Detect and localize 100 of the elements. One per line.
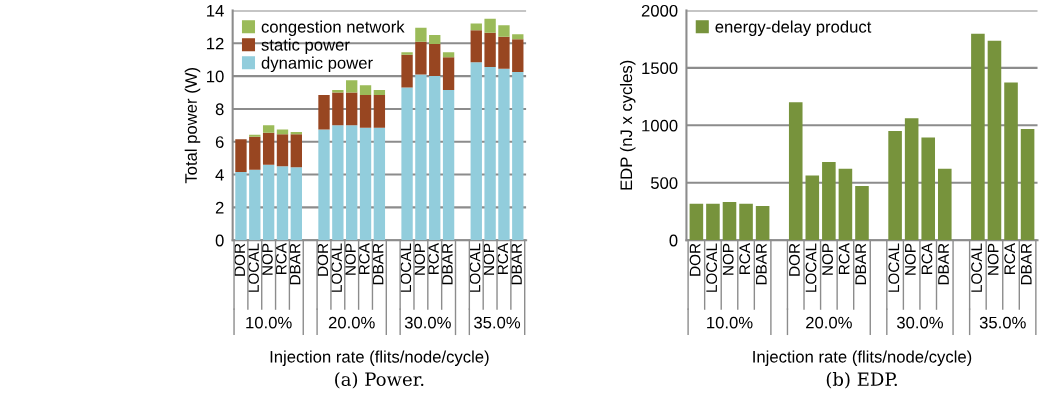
x-tick-label: DOR <box>317 243 329 276</box>
bar <box>484 67 496 241</box>
text: 10.0% <box>246 316 292 329</box>
bar <box>249 136 261 170</box>
x-tick-label: RCA <box>1004 243 1016 274</box>
y-tick-label: 10 <box>207 70 224 83</box>
x-tick-label: RCA <box>428 243 439 274</box>
bar <box>415 27 427 42</box>
x-tick-label: NOP <box>261 243 273 275</box>
bar <box>429 35 441 45</box>
bar <box>512 72 524 241</box>
bar <box>498 36 510 69</box>
bar <box>415 74 427 241</box>
x-tick-label: LOCAL <box>971 243 982 292</box>
bar <box>235 172 247 241</box>
bar <box>805 175 820 241</box>
x-tick-label: RCA <box>358 243 370 274</box>
x-tick-label: NOP <box>904 243 916 275</box>
x-tick-label: DBAR <box>938 243 949 285</box>
bar <box>373 94 386 128</box>
bar <box>401 87 413 241</box>
text: 20.0% <box>328 316 375 329</box>
bar <box>262 125 275 133</box>
bar <box>498 25 510 37</box>
y-axis-title: Total power (W) <box>184 68 201 184</box>
bar <box>276 129 289 135</box>
bar <box>346 92 358 126</box>
bar <box>318 129 330 241</box>
x-tick-label: DOR <box>789 243 800 276</box>
text: (b) EDP. <box>826 372 897 389</box>
y-tick-label: 1000 <box>642 119 678 132</box>
bar <box>689 203 704 241</box>
bar <box>401 54 413 88</box>
x-axis-title: Injection rate (flits/node/cycle) <box>753 350 972 366</box>
bar <box>987 40 1002 241</box>
bar <box>262 164 275 241</box>
y-tick-label: 500 <box>650 177 678 189</box>
legend-label: static power <box>261 38 350 55</box>
text: 20.0% <box>806 316 852 329</box>
y-tick-label: 0 <box>669 234 678 247</box>
bar <box>249 169 261 241</box>
x-tick-label: NOP <box>822 243 833 275</box>
bar <box>888 131 902 241</box>
bar <box>332 92 344 126</box>
bar <box>415 41 427 75</box>
x-axis-title: Injection rate (flits/node/cycle) <box>270 350 489 366</box>
bar <box>937 168 952 241</box>
bar <box>855 185 869 241</box>
bar <box>359 127 372 241</box>
bar <box>822 161 836 241</box>
y-tick-label: 12 <box>207 37 224 50</box>
x-tick-label: DBAR <box>289 243 301 285</box>
bar <box>971 33 985 241</box>
legend-label: dynamic power <box>261 56 373 73</box>
x-tick-label: LOCAL <box>805 243 817 292</box>
x-tick-label: NOP <box>722 243 734 275</box>
bar <box>442 90 455 241</box>
bar <box>235 139 247 173</box>
bar <box>484 18 496 33</box>
text: 30.0% <box>896 316 943 329</box>
bar <box>276 134 289 167</box>
bar <box>262 132 275 165</box>
bar <box>359 85 372 95</box>
bar <box>921 137 936 241</box>
x-tick-label: NOP <box>414 243 425 275</box>
x-tick-label: DBAR <box>756 243 767 285</box>
y-tick-label: 8 <box>215 103 224 116</box>
x-tick-label: LOCAL <box>888 243 900 292</box>
bar <box>332 90 344 93</box>
bar <box>498 68 510 241</box>
bar <box>904 118 919 241</box>
x-tick-label: DBAR <box>372 243 384 285</box>
bar <box>290 134 302 168</box>
legend-label: energy-delay product <box>715 20 872 37</box>
y-tick-label: 0 <box>215 234 224 247</box>
bar <box>442 57 455 91</box>
text: (a) Power. <box>335 372 424 389</box>
text: 35.0% <box>474 316 521 329</box>
x-tick-label: NOP <box>987 243 999 275</box>
bar <box>318 94 330 130</box>
y-tick-label: 1500 <box>642 62 678 75</box>
bar <box>755 206 770 241</box>
y-tick-label: 2 <box>215 201 224 214</box>
bar <box>276 166 289 241</box>
bar <box>722 201 737 241</box>
x-tick-label: LOCAL <box>248 243 259 292</box>
x-tick-label: RCA <box>497 243 509 274</box>
y-tick-label: 4 <box>215 169 224 181</box>
bar <box>290 167 302 241</box>
text: 30.0% <box>404 316 451 329</box>
x-tick-label: LOCAL <box>331 243 342 292</box>
x-tick-label: DOR <box>689 243 701 276</box>
bar <box>429 76 441 241</box>
x-tick-label: RCA <box>275 243 287 274</box>
x-tick-label: RCA <box>838 243 850 274</box>
y-tick-label: 6 <box>215 136 224 148</box>
x-tick-label: DBAR <box>442 243 453 285</box>
x-tick-label: DOR <box>234 243 246 276</box>
x-tick-label: LOCAL <box>706 243 718 292</box>
bar <box>512 34 524 40</box>
